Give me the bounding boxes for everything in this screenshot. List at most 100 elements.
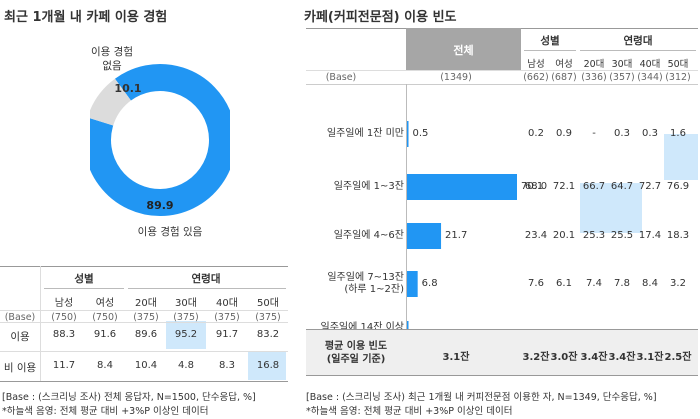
- donut-no-value: 10.1: [114, 82, 142, 95]
- frequency-cell-value: 8.4: [642, 278, 658, 289]
- left-cell-value: 8.4: [97, 360, 113, 371]
- highlight-50s-nonuse: [248, 352, 286, 380]
- left-cell-value: 95.2: [174, 329, 198, 340]
- frequency-cell-value: -: [592, 128, 596, 139]
- highlight-30s-use: [166, 321, 206, 349]
- donut-no-label: 이용 경험 없음: [72, 45, 152, 73]
- avg-row-bg: [306, 330, 698, 375]
- right-base-value: (357): [609, 72, 635, 83]
- left-cell-value: 89.6: [134, 329, 158, 340]
- left-note-highlight: *하늘색 음영: 전체 평균 대비 +3%P 이상인 데이터: [2, 406, 209, 417]
- avg-cell-value: 3.1잔: [636, 352, 664, 363]
- right-col-header: 50대: [667, 59, 689, 70]
- frequency-total-value: 21.7: [445, 230, 468, 241]
- frequency-row-label: 일주일에 1잔 미만: [306, 128, 404, 140]
- frequency-cell-value: 3.2: [670, 278, 686, 289]
- left-base-label: (Base): [4, 312, 36, 323]
- right-group-gender: 성별: [540, 35, 560, 47]
- frequency-cell-value: 25.5: [610, 230, 634, 241]
- left-base-value: (750): [51, 312, 77, 323]
- frequency-cell-value: 72.7: [638, 181, 662, 192]
- avg-label: 평균 이용 빈도 (일주일 기준): [306, 340, 406, 366]
- donut-no-label-line1: 이용 경험: [91, 46, 133, 58]
- frequency-bar: [407, 321, 409, 329]
- frequency-cell-value: 7.4: [586, 278, 602, 289]
- frequency-row-label-line1: 일주일에 1~3잔: [333, 181, 404, 192]
- donut-no-label-line2: 없음: [102, 60, 122, 72]
- usage-donut-chart: [90, 64, 230, 216]
- left-cell-value: 83.2: [256, 329, 280, 340]
- left-base-value: (375): [133, 312, 159, 323]
- frequency-row-label-line1: 일주일에 4~6잔: [333, 230, 404, 241]
- frequency-cell-value: 76.9: [666, 181, 690, 192]
- right-col-header: 20대: [583, 59, 605, 70]
- frequency-cell-value: 68.0: [524, 181, 548, 192]
- frequency-total-value: 0.5: [412, 128, 429, 139]
- right-base-total: (1349): [440, 72, 472, 83]
- highlight-20s30s-4to6: [580, 183, 642, 233]
- frequency-row-label: 일주일에 4~6잔: [306, 230, 404, 242]
- left-cell-value: 88.3: [52, 329, 76, 340]
- left-cell-value: 91.7: [215, 329, 239, 340]
- total-header: 전체: [453, 44, 474, 57]
- frequency-cell-value: 0.2: [528, 128, 544, 139]
- right-group-age: 연령대: [623, 35, 653, 47]
- left-col-header: 50대: [257, 298, 279, 309]
- frequency-row-label-line1: 일주일에 14잔 이상: [320, 322, 404, 333]
- left-base-value: (375): [255, 312, 281, 323]
- left-col-header: 30대: [175, 298, 197, 309]
- right-col-header: 40대: [639, 59, 661, 70]
- frequency-cell-value: 66.7: [582, 181, 606, 192]
- frequency-row-label-line1: 일주일에 7~13잔: [327, 272, 404, 283]
- avg-total: 3.1잔: [442, 352, 470, 363]
- frequency-total-value: 6.8: [421, 278, 438, 289]
- frequency-cell-value: 72.1: [552, 181, 576, 192]
- frequency-row-label: 일주일에 1~3잔: [306, 181, 404, 193]
- highlight-50s-1to3: [664, 134, 698, 180]
- left-base-value: (375): [173, 312, 199, 323]
- avg-label-line1: 평균 이용 빈도: [324, 341, 388, 352]
- right-note-base: [Base : (스크리닝 조사) 최근 1개월 내 커피전문점 이용한 자, …: [306, 392, 657, 403]
- avg-cell-value: 2.5잔: [664, 352, 692, 363]
- avg-cell-value: 3.0잔: [550, 352, 578, 363]
- left-row-label: 이용: [10, 331, 30, 343]
- avg-cell-value: 3.4잔: [580, 352, 608, 363]
- right-base-label: (Base): [325, 72, 357, 83]
- frequency-bar: [407, 174, 517, 200]
- donut-slice-yes: [90, 64, 230, 216]
- left-row-label: 비 이용: [3, 362, 37, 374]
- right-col-header: 30대: [611, 59, 633, 70]
- left-cell-value: 8.3: [219, 360, 235, 371]
- frequency-cell-value: 64.7: [610, 181, 634, 192]
- left-cell-value: 4.8: [178, 360, 194, 371]
- left-note-base: [Base : (스크리닝 조사) 전체 응답자, N=1500, 단수응답, …: [2, 392, 256, 403]
- donut-slice-no: [90, 78, 132, 126]
- frequency-cell-value: 0.3: [642, 128, 658, 139]
- total-header-bg: [406, 28, 521, 70]
- avg-cell-value: 3.4잔: [608, 352, 636, 363]
- avg-label-line2: (일주일 기준): [326, 354, 386, 365]
- left-cell-value: 91.6: [93, 329, 117, 340]
- frequency-bar: [407, 271, 418, 297]
- left-table: 성별 연령대 남성 여성 20대 30대 40대 50대 (Base) (750) (750…: [0, 266, 288, 382]
- left-group-age: 연령대: [191, 273, 221, 285]
- donut-yes-value: 89.9: [146, 199, 174, 212]
- frequency-total-value: 70.1: [521, 181, 544, 192]
- frequency-cell-value: 18.3: [666, 230, 690, 241]
- left-col-header: 남성: [54, 298, 74, 309]
- right-col-header: 남성: [527, 59, 545, 70]
- right-base-value: (312): [665, 72, 691, 83]
- frequency-cell-value: 20.1: [552, 230, 576, 241]
- left-base-value: (375): [214, 312, 240, 323]
- left-group-gender: 성별: [74, 273, 94, 285]
- left-col-header: 20대: [135, 298, 157, 309]
- right-base-value: (344): [637, 72, 663, 83]
- right-note-highlight: *하늘색 음영: 전체 평균 대비 +3%P 이상인 데이터: [306, 406, 513, 417]
- frequency-bar: [407, 121, 409, 147]
- left-base-value: (750): [92, 312, 118, 323]
- frequency-cell-value: 7.6: [528, 278, 544, 289]
- frequency-row-label: 일주일에 7~13잔 (하루 1~2잔): [306, 272, 404, 296]
- frequency-cell-value: 6.1: [556, 278, 572, 289]
- right-base-value: (662): [523, 72, 549, 83]
- left-cell-value: 16.8: [256, 360, 280, 371]
